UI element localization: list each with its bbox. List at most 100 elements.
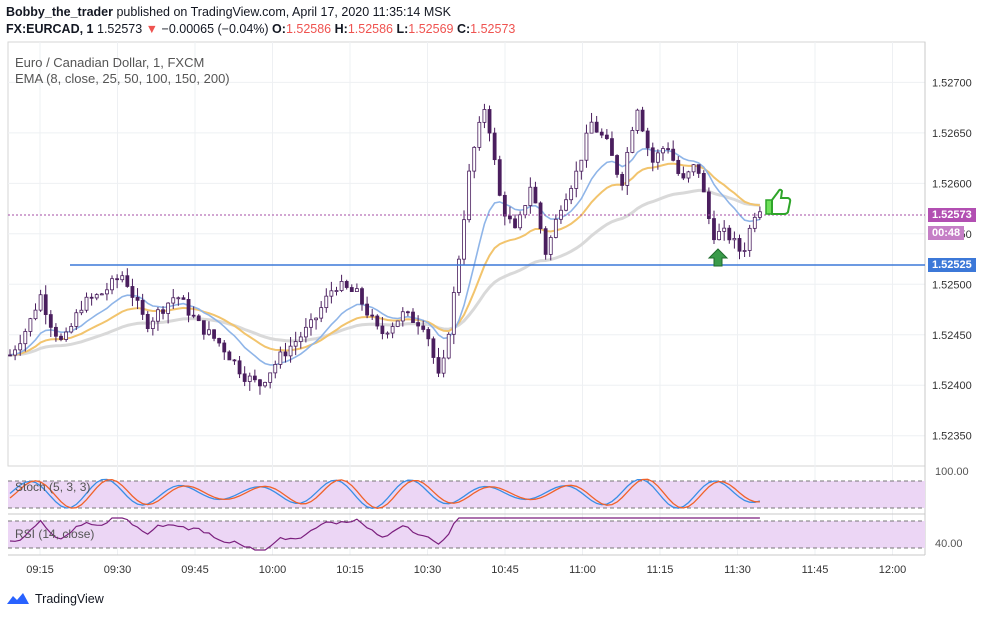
candle-body (344, 281, 349, 288)
candle-body (181, 297, 186, 300)
candle-body (130, 286, 135, 298)
candle-body (457, 258, 461, 293)
candle-body (426, 329, 431, 340)
candle-body (538, 202, 543, 230)
x-tick-label: 10:30 (414, 564, 442, 576)
rsi-pane (8, 517, 925, 551)
candle-body (696, 164, 701, 174)
close-value: 1.52573 (470, 22, 516, 36)
candle-body (360, 288, 364, 305)
candle-body (54, 326, 58, 337)
candle-body (727, 227, 732, 241)
candle-body (416, 322, 421, 327)
candle-body (640, 109, 645, 132)
candle-body (574, 170, 579, 189)
candle-body (732, 238, 737, 241)
candle-body (156, 309, 160, 322)
stoch-k-line (9, 478, 761, 509)
y-tick-label: 1.52700 (932, 77, 972, 89)
candle-body (523, 205, 528, 216)
ema-lines (9, 147, 761, 366)
publish-info: published on TradingView.com, April 17, … (116, 5, 451, 19)
candle-body (283, 351, 288, 357)
candle-body (201, 320, 206, 335)
candle-body (446, 333, 451, 359)
candle-body (298, 336, 303, 342)
low-value: 1.52569 (408, 22, 454, 36)
candle-body (64, 331, 69, 340)
candle-body (247, 375, 252, 382)
candle-body (278, 351, 283, 365)
candle-body (365, 303, 369, 316)
candle-body (390, 326, 395, 334)
candle-body (314, 317, 318, 321)
candle-body (635, 109, 640, 131)
candle-body (28, 318, 33, 332)
down-arrow-icon: ▼ (145, 22, 159, 36)
candle-body (89, 296, 94, 299)
candle-body (349, 287, 354, 292)
candle-body (385, 332, 390, 335)
candle-body (13, 349, 18, 356)
candle-body (620, 174, 625, 186)
candle-body (23, 331, 28, 345)
candle-body (288, 345, 293, 357)
x-tick-label: 09:30 (104, 564, 132, 576)
candle-body (467, 170, 472, 221)
candle-body (38, 294, 43, 311)
candle-body (487, 109, 492, 134)
candle-body (625, 151, 630, 186)
tradingview-logo-icon (7, 593, 29, 604)
ema-line-100 (9, 162, 760, 357)
candle-body (472, 146, 477, 172)
stoch-tick: 100.00 (935, 466, 969, 478)
rsi-band (8, 521, 925, 548)
candle-body (115, 278, 120, 281)
stoch-pane (8, 478, 925, 515)
candle-body (135, 297, 140, 301)
candle-body (18, 343, 23, 351)
candle-body (43, 294, 48, 315)
candle-body (645, 130, 650, 149)
stoch-d-line (9, 478, 760, 509)
footer-brand[interactable]: TradingView (6, 592, 104, 606)
candle-body (395, 320, 400, 327)
candle-body (701, 173, 706, 193)
last-price-tag: 1.52573 (928, 208, 976, 222)
candle-body (258, 379, 262, 387)
candle-body (94, 294, 99, 299)
candle-body (666, 148, 670, 150)
chart-grid (7, 41, 926, 556)
candle-body (120, 275, 125, 281)
last-price: 1.52573 (97, 22, 143, 36)
candle-body (84, 296, 89, 311)
close-label: C: (456, 22, 471, 36)
candle-body (186, 299, 191, 316)
candle-body (319, 307, 324, 319)
stoch-label[interactable]: Stoch (5, 3, 3) (15, 480, 91, 494)
candle-body (8, 354, 12, 357)
author-name[interactable]: Bobby_the_trader (6, 5, 113, 19)
candle-body (380, 325, 385, 334)
candle-body (615, 155, 619, 175)
rsi-label[interactable]: RSI (14, close) (15, 527, 95, 541)
candle-body (293, 341, 298, 347)
candle-body (712, 218, 716, 241)
candle-body (59, 335, 63, 340)
candle-body (477, 121, 482, 148)
high-label: H: (334, 22, 348, 36)
candle-body (227, 351, 232, 361)
high-value: 1.52586 (347, 22, 393, 36)
candle-body (579, 159, 584, 172)
candle-body (125, 275, 130, 287)
candle-body (69, 325, 74, 333)
candle-body (406, 311, 410, 314)
symbol: FX:EURCAD, 1 (6, 22, 94, 36)
candle-body (268, 372, 273, 383)
candle-body (661, 148, 665, 154)
ema-legend[interactable]: EMA (8, close, 25, 50, 100, 150, 200) (15, 71, 230, 86)
open-value: 1.52586 (285, 22, 332, 36)
candle-body (324, 295, 329, 309)
candle-body (33, 309, 38, 320)
